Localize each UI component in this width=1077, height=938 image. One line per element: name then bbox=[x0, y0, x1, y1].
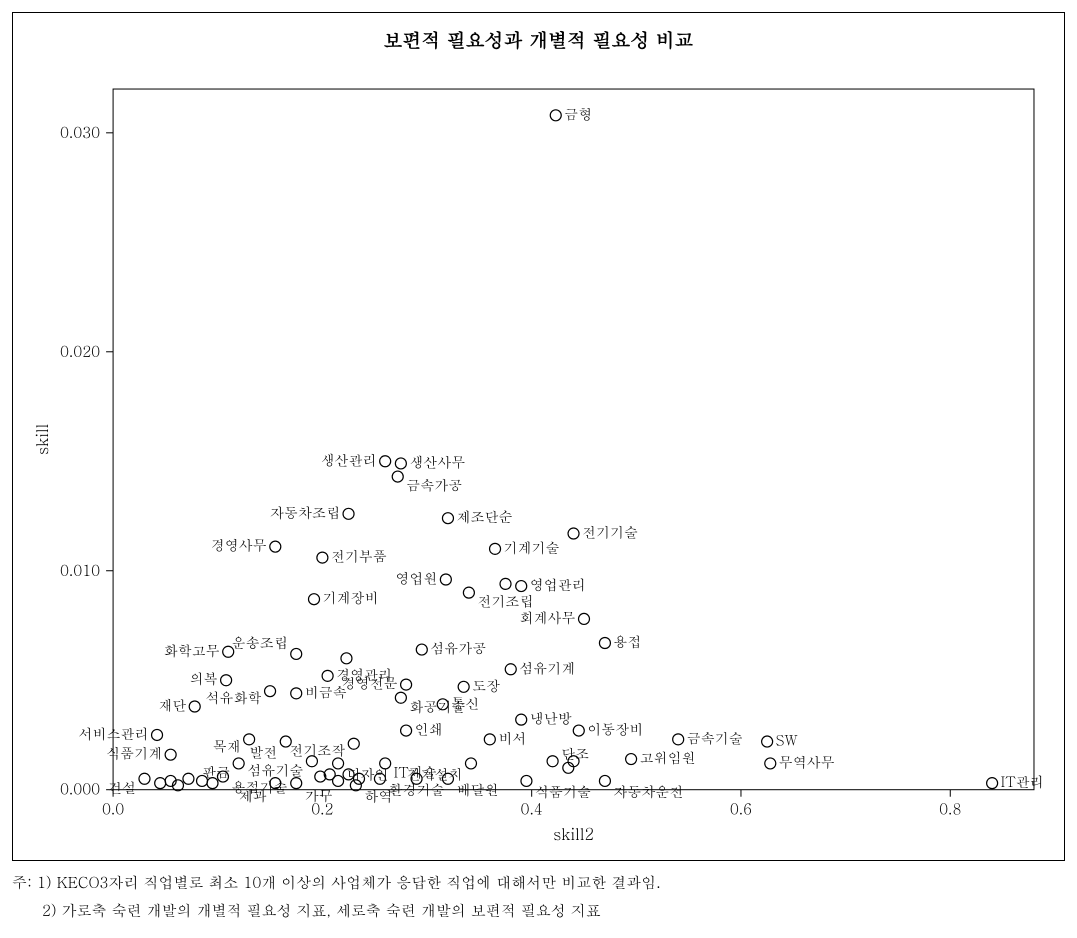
point-label: 제조단순 bbox=[456, 506, 512, 526]
point-label: 식품기계 bbox=[106, 743, 162, 763]
chart-footnotes: 주: 1) KECO3자리 직업별로 최소 10개 이상의 사업체가 응답한 직… bbox=[12, 869, 1065, 926]
point-label: 서비스관리 bbox=[79, 723, 149, 743]
point-label: 용접 bbox=[613, 631, 641, 651]
x-tick-label: 0.6 bbox=[730, 799, 752, 820]
point-label: 전기기술 bbox=[582, 522, 638, 542]
point-label: 비금속 bbox=[305, 681, 347, 701]
point-label: 목재 bbox=[213, 735, 241, 755]
point-label: 무역사무 bbox=[779, 751, 835, 771]
point-label: 이동장비 bbox=[587, 719, 643, 739]
point-label: 의복 bbox=[190, 668, 218, 688]
point-label: 배달원 bbox=[456, 779, 498, 799]
point-label: 건설 bbox=[108, 777, 136, 797]
x-tick-label: 0.0 bbox=[102, 799, 124, 820]
footnote-line-1: 주: 1) KECO3자리 직업별로 최소 10개 이상의 사업체가 응답한 직… bbox=[12, 869, 1065, 898]
point-label: 생산사무 bbox=[409, 451, 465, 471]
point-label: 자동차조립 bbox=[270, 502, 340, 522]
scatter-chart: 0.00.20.40.60.80.0000.0100.0200.030skill… bbox=[23, 59, 1054, 850]
point-label: SW bbox=[776, 730, 799, 750]
point-label: 금형 bbox=[564, 103, 592, 123]
point-label: 영업관리 bbox=[530, 574, 586, 594]
x-tick-label: 0.4 bbox=[521, 799, 543, 820]
x-tick-label: 0.8 bbox=[939, 799, 961, 820]
x-axis-label: skill2 bbox=[553, 822, 594, 845]
point-label: 재단 bbox=[158, 695, 186, 715]
point-label: 전기조작 bbox=[289, 740, 345, 760]
point-label: 섬유가공 bbox=[430, 638, 486, 658]
point-label: 화학고무 bbox=[164, 640, 220, 660]
point-label: 단조 bbox=[561, 743, 589, 763]
y-tick-label: 0.000 bbox=[60, 779, 100, 800]
point-label: 운송조립 bbox=[232, 632, 288, 652]
point-label: 냉난방 bbox=[530, 708, 572, 728]
point-label: 경영사무 bbox=[211, 535, 267, 555]
point-label: 자동차운전 bbox=[613, 781, 683, 801]
footnote-line-2: 2) 가로축 숙련 개발의 개별적 필요성 지표, 세로축 숙련 개발의 보편적… bbox=[12, 897, 1065, 926]
point-label: 영업원 bbox=[395, 568, 437, 588]
point-label: 인쇄 bbox=[415, 719, 443, 739]
point-label: 제과 bbox=[239, 785, 267, 805]
point-label: 환경기술 bbox=[388, 779, 444, 799]
point-label: 고위임원 bbox=[640, 747, 696, 767]
point-label: 가구 bbox=[305, 785, 333, 805]
y-tick-label: 0.020 bbox=[60, 341, 100, 362]
point-label: 통신 bbox=[451, 692, 479, 712]
chart-container: 0.00.20.40.60.80.0000.0100.0200.030skill… bbox=[23, 59, 1054, 850]
point-label: 회계사무 bbox=[519, 607, 575, 627]
y-tick-label: 0.030 bbox=[60, 122, 100, 143]
y-axis-label: skill bbox=[30, 424, 53, 455]
point-label: 금속가공 bbox=[406, 475, 462, 495]
point-label: 기계기술 bbox=[504, 537, 560, 557]
point-label: 섬유기계 bbox=[519, 657, 575, 677]
point-label: 비서 bbox=[498, 727, 526, 747]
point-label: 석유화학 bbox=[206, 687, 262, 707]
y-tick-label: 0.010 bbox=[60, 560, 100, 581]
chart-frame: 보편적 필요성과 개별적 필요성 비교 0.00.20.40.60.80.000… bbox=[12, 12, 1065, 861]
point-label: 전기부품 bbox=[331, 546, 387, 566]
point-label: IT관리 bbox=[1001, 771, 1044, 791]
point-label: 식품기술 bbox=[535, 781, 591, 801]
point-label: 경영전문 bbox=[342, 673, 398, 693]
chart-title: 보편적 필요성과 개별적 필요성 비교 bbox=[23, 26, 1054, 53]
point-label: 금속기술 bbox=[687, 727, 743, 747]
point-label: 기계장비 bbox=[323, 587, 379, 607]
point-label: 생산관리 bbox=[321, 449, 377, 469]
